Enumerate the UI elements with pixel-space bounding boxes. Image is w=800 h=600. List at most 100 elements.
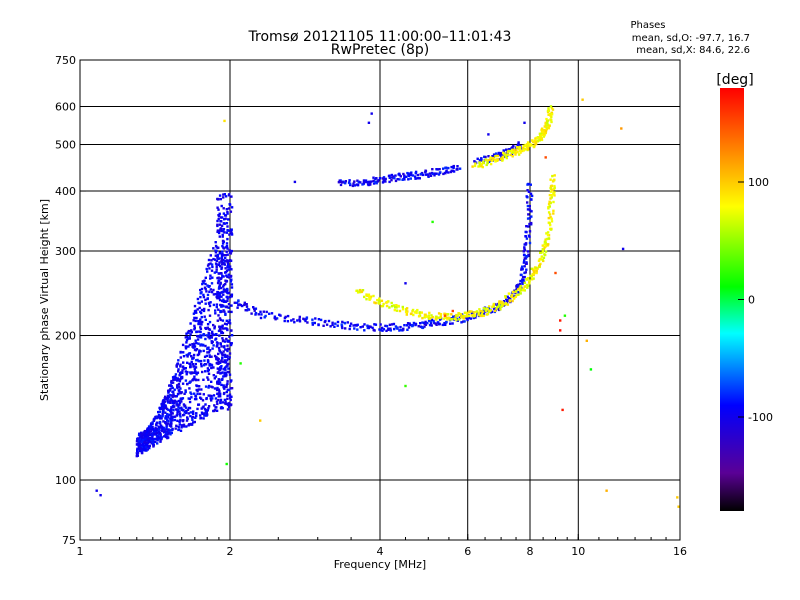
data-point: [140, 445, 143, 449]
data-point: [550, 111, 554, 114]
data-point: [188, 335, 191, 339]
data-point: [420, 311, 423, 314]
data-point: [224, 348, 227, 351]
data-point: [522, 253, 526, 256]
data-point: [188, 380, 192, 384]
data-point: [460, 314, 463, 318]
data-point: [221, 327, 224, 330]
data-point: [302, 317, 305, 320]
data-point: [549, 178, 552, 181]
data-point: [222, 222, 226, 225]
data-point: [547, 109, 550, 112]
data-point: [228, 388, 231, 392]
data-point: [222, 384, 225, 387]
data-point: [197, 359, 200, 363]
data-point: [545, 128, 548, 131]
data-point: [210, 366, 213, 370]
data-point: [210, 380, 213, 383]
data-point: [543, 253, 546, 256]
data-point: [201, 370, 204, 374]
data-point: [226, 292, 230, 295]
data-point: [487, 155, 490, 158]
data-point: [351, 184, 355, 188]
data-point: [141, 434, 144, 437]
data-point: [139, 446, 142, 450]
data-point: [467, 314, 471, 317]
data-point: [186, 370, 189, 374]
data-point: [341, 326, 344, 330]
data-point: [190, 355, 193, 358]
data-point: [158, 432, 162, 435]
data-point: [374, 301, 377, 305]
data-point: [225, 319, 228, 322]
data-point: [207, 407, 210, 410]
data-point: [507, 299, 510, 302]
data-point: [252, 306, 255, 309]
data-point: [159, 433, 162, 436]
data-point: [366, 324, 369, 327]
data-point: [211, 347, 214, 350]
data-point: [197, 388, 200, 391]
data-point: [227, 402, 231, 405]
data-point: [228, 373, 232, 376]
data-point: [372, 182, 376, 185]
data-point: [374, 181, 377, 184]
data-point: [226, 354, 229, 357]
data-point: [530, 194, 534, 198]
data-point: [525, 278, 529, 281]
data-point: [200, 388, 203, 391]
data-point: [219, 398, 223, 402]
data-point: [147, 438, 150, 441]
data-point: [521, 268, 524, 271]
data-point: [200, 308, 204, 312]
data-point: [505, 155, 508, 158]
data-point: [208, 314, 212, 317]
data-point: [486, 160, 489, 163]
data-point: [546, 231, 550, 234]
data-point: [188, 400, 192, 404]
data-point: [185, 341, 188, 344]
data-point: [135, 440, 139, 443]
data-point: [225, 385, 228, 389]
data-point: [227, 273, 231, 276]
data-point: [393, 177, 396, 180]
data-point: [274, 318, 277, 321]
data-point: [385, 304, 389, 308]
data-point: [180, 377, 184, 380]
data-point: [225, 242, 229, 245]
data-point: [268, 312, 271, 315]
data-point: [233, 301, 236, 304]
data-point: [402, 172, 405, 176]
data-point: [184, 347, 188, 350]
data-point: [219, 361, 222, 364]
data-point: [219, 227, 223, 230]
data-point: [187, 337, 190, 340]
data-point: [157, 431, 160, 434]
data-point: [290, 319, 293, 322]
data-point: [193, 375, 196, 378]
data-point: [437, 322, 441, 326]
data-point: [524, 271, 527, 274]
data-point: [524, 230, 527, 234]
data-point: [225, 274, 228, 277]
data-point: [186, 361, 189, 364]
data-point: [447, 313, 450, 316]
data-point: [150, 434, 153, 437]
data-point: [304, 319, 307, 323]
data-point: [224, 214, 228, 217]
data-point: [182, 355, 186, 358]
data-point: [549, 114, 552, 117]
data-point: [263, 316, 266, 319]
data-point: [549, 190, 553, 193]
data-point: [229, 387, 232, 390]
data-point: [171, 412, 174, 415]
data-point: [225, 365, 228, 368]
data-point: [226, 229, 229, 232]
data-point: [226, 402, 229, 406]
data-point: [405, 175, 408, 178]
data-point: [167, 389, 170, 392]
data-point: [525, 255, 529, 258]
data-point: [226, 382, 229, 385]
data-point: [193, 420, 196, 424]
data-point: [517, 141, 520, 144]
